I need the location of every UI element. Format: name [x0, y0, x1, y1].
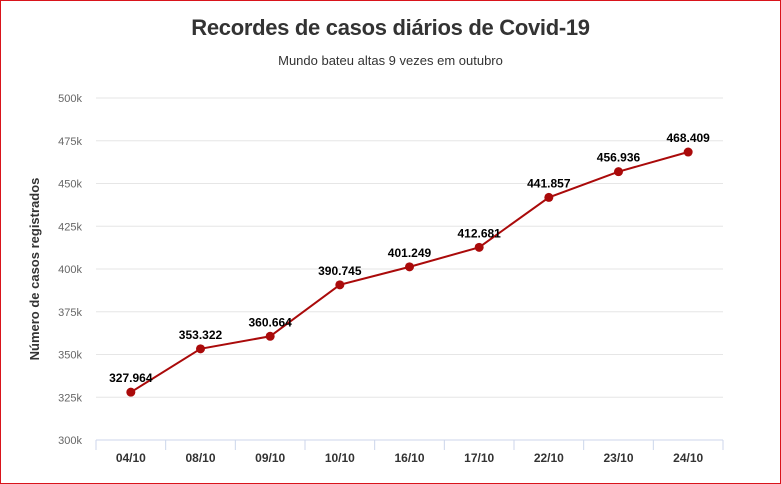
y-tick-label: 475k — [58, 136, 82, 148]
data-point — [265, 331, 275, 341]
y-tick-label: 425k — [58, 221, 82, 233]
data-label: 412.681 — [457, 226, 501, 240]
data-label: 441.857 — [527, 176, 571, 190]
x-tick-label: 16/10 — [394, 451, 424, 465]
data-label: 353.322 — [179, 328, 223, 342]
marker-layer — [126, 147, 693, 397]
x-tick-label: 23/10 — [603, 451, 633, 465]
chart-subtitle: Mundo bateu altas 9 vezes em outubro — [278, 53, 503, 68]
x-axis: 04/10 08/10 09/10 10/10 16/10 17/10 22/10 23/10… — [95, 439, 724, 465]
data-label: 401.249 — [388, 246, 432, 260]
series-line — [130, 151, 689, 394]
data-label: 327.964 — [109, 371, 153, 385]
y-tick-label: 375k — [58, 307, 82, 319]
x-tick-label: 09/10 — [255, 451, 285, 465]
x-tick-label: 24/10 — [673, 451, 703, 465]
y-tick-label: 300k — [58, 435, 82, 447]
data-label: 468.409 — [666, 131, 710, 145]
data-point — [683, 147, 693, 157]
y-tick-label: 325k — [58, 392, 82, 404]
data-point — [544, 192, 554, 202]
data-point — [614, 167, 623, 177]
y-axis-ticks: 300k 325k 350k 375k 400k 425k 450k 475k 500k — [58, 93, 82, 447]
x-tick-label: 04/10 — [116, 451, 146, 465]
y-tick-label: 400k — [58, 264, 82, 276]
data-point — [405, 262, 414, 272]
grid-layer — [96, 97, 723, 398]
x-tick-label: 22/10 — [534, 451, 564, 465]
chart-title: Recordes de casos diários de Covid-19 — [191, 15, 590, 40]
data-point — [335, 280, 345, 290]
data-label-layer: 327.964 353.322 360.664 390.745 401.249 412.6… — [109, 131, 710, 385]
x-tick-label: 08/10 — [185, 451, 215, 465]
y-axis-title: Número de casos registrados — [27, 178, 42, 361]
x-tick-label: 10/10 — [325, 451, 355, 465]
series-line-layer — [130, 151, 689, 394]
data-label: 360.664 — [248, 315, 292, 329]
data-point — [474, 242, 484, 252]
data-label: 456.936 — [597, 151, 641, 165]
y-tick-label: 500k — [58, 93, 82, 105]
x-tick-label: 17/10 — [464, 451, 494, 465]
y-tick-label: 450k — [58, 179, 82, 191]
data-point — [126, 387, 136, 397]
y-tick-label: 350k — [58, 350, 82, 362]
data-point — [196, 344, 205, 354]
data-label: 390.745 — [318, 264, 362, 278]
